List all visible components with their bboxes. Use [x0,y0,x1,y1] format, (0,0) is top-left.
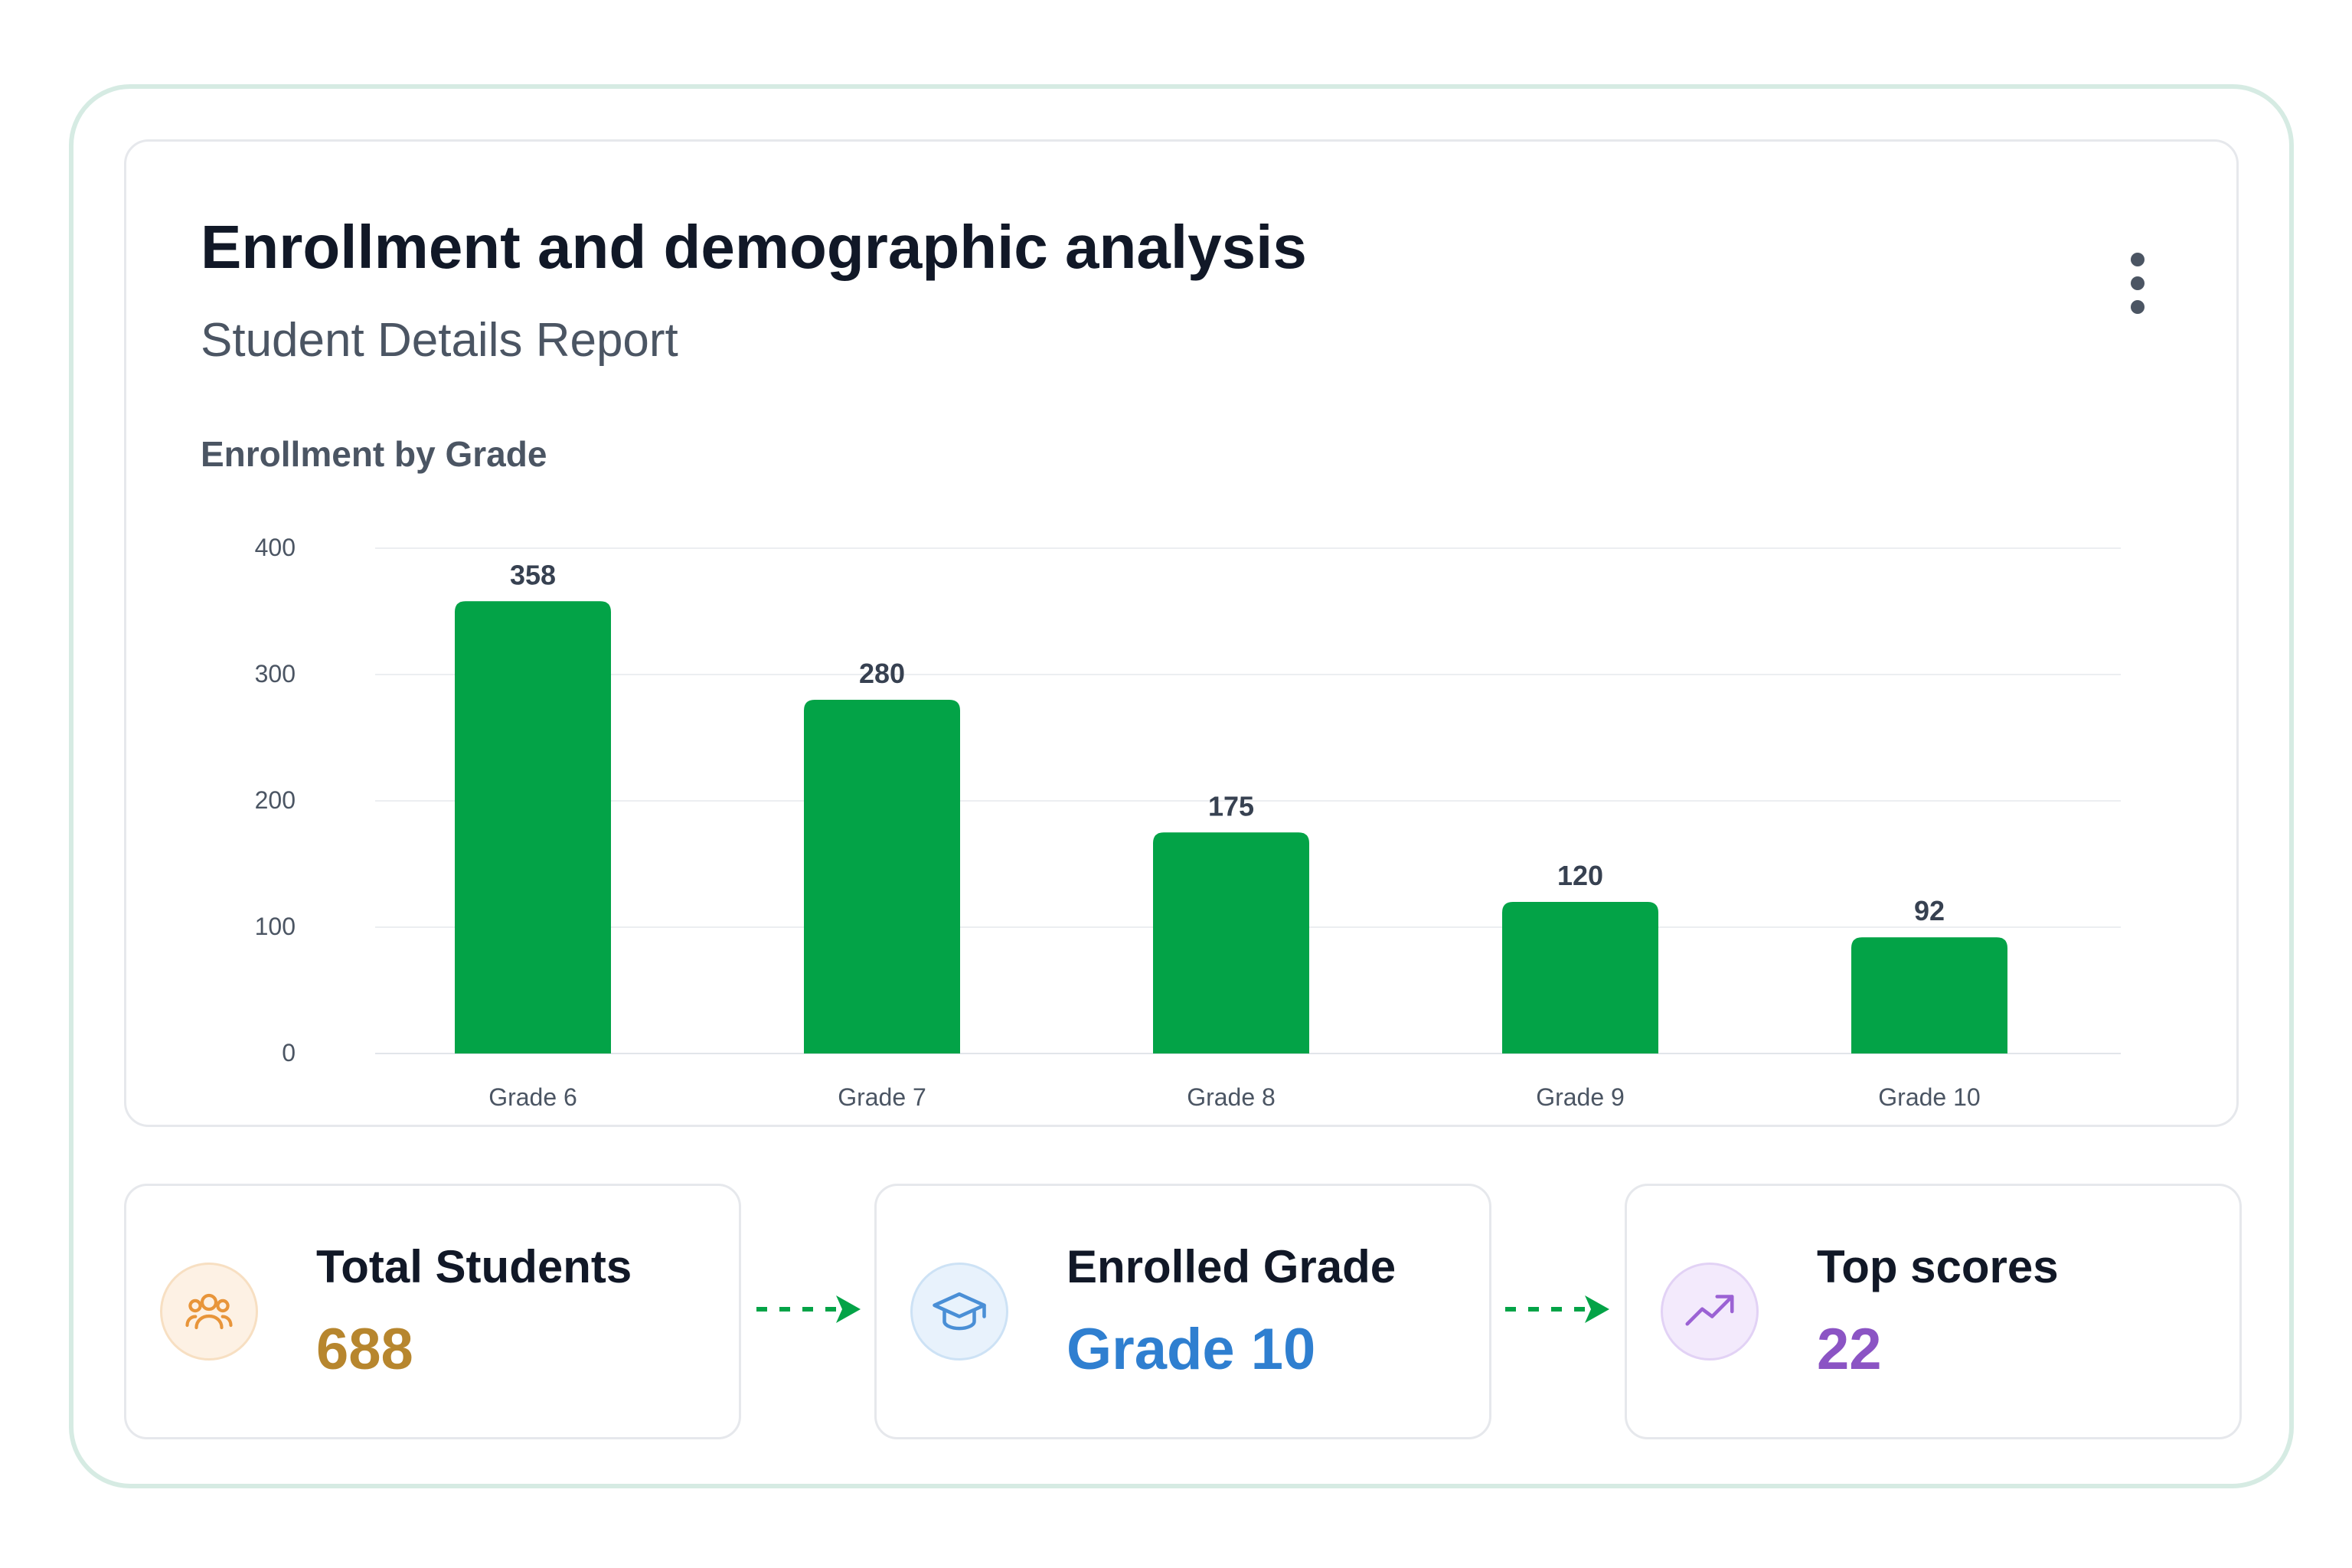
bar-value-label: 280 [859,658,905,689]
stat-label: Enrolled Grade [1067,1241,1396,1292]
bar-grade-10[interactable] [1851,937,2007,1054]
chart-bars [455,601,2007,1054]
x-category-label: Grade 8 [1187,1083,1276,1111]
stat-icon-circle [160,1263,258,1361]
graduation-cap-icon [933,1292,986,1331]
flow-arrow-icon [1505,1295,1609,1323]
bar-value-label: 92 [1914,895,1945,926]
stat-card-top-scores[interactable]: Top scores 22 [1625,1184,2242,1439]
x-category-label: Grade 10 [1878,1083,1980,1111]
y-tick-label: 100 [255,913,296,940]
chart-title: Enrollment by Grade [201,434,547,474]
users-icon [185,1293,233,1330]
bar-value-label: 358 [510,559,556,590]
stat-icon-circle [1661,1263,1759,1361]
flow-arrow-icon [756,1295,861,1323]
page-title: Enrollment and demographic analysis [201,213,1307,281]
stat-card-enrolled-grade[interactable]: Enrolled Grade Grade 10 [874,1184,1491,1439]
page-subtitle: Student Details Report [201,314,678,367]
y-axis-ticks: 0 100 200 300 400 [255,534,296,1067]
x-category-label: Grade 6 [488,1083,577,1111]
trending-up-icon [1685,1295,1734,1326]
stat-value: 688 [316,1317,413,1382]
bar-grade-9[interactable] [1502,902,1658,1054]
x-axis-categories: Grade 6 Grade 7 Grade 8 Grade 9 Grade 10 [488,1083,1981,1111]
stat-label: Top scores [1817,1241,2059,1292]
bar-grade-7[interactable] [804,700,960,1054]
bar-grade-6[interactable] [455,601,611,1054]
x-category-label: Grade 7 [838,1083,926,1111]
bar-value-label: 175 [1208,790,1254,822]
stat-value: 22 [1817,1317,1882,1382]
y-tick-label: 0 [282,1039,296,1067]
y-tick-label: 300 [255,660,296,688]
more-vertical-icon-dot [2131,276,2145,290]
stat-icon-circle [910,1263,1008,1361]
bar-value-label: 120 [1557,860,1603,891]
y-tick-label: 200 [255,786,296,814]
x-category-label: Grade 9 [1536,1083,1625,1111]
chart-value-labels: 358 280 175 120 92 [510,559,1945,926]
more-vertical-icon [2131,253,2145,266]
more-vertical-icon-dot [2131,300,2145,314]
stat-card-total-students[interactable]: Total Students 688 [124,1184,741,1439]
y-tick-label: 400 [255,534,296,561]
more-options-button[interactable] [2113,245,2162,322]
stat-value: Grade 10 [1067,1317,1316,1382]
stat-label: Total Students [316,1241,632,1292]
bar-grade-8[interactable] [1153,832,1309,1054]
